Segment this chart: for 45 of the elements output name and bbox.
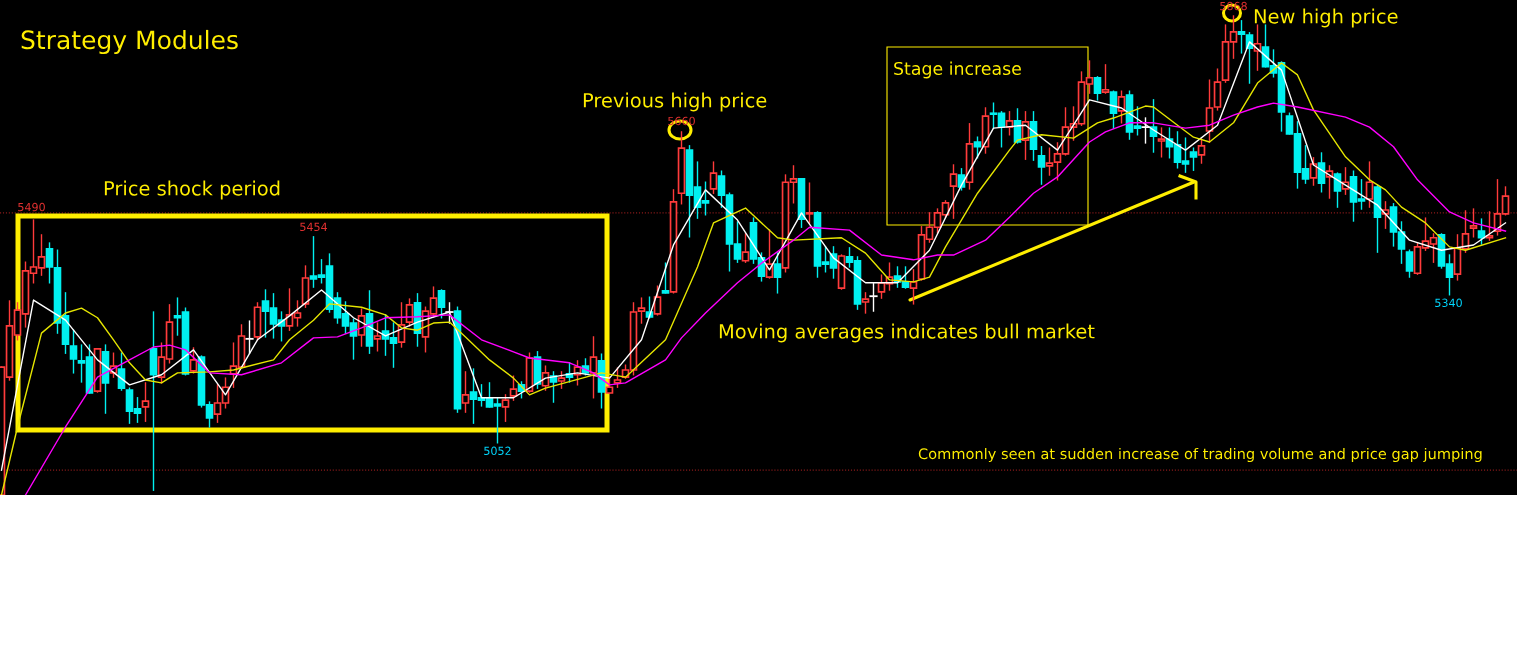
- candlestick: [1093, 76, 1102, 101]
- annotation: Previous high price: [583, 92, 767, 112]
- annotation: 5490: [18, 202, 45, 212]
- candlestick: [1197, 138, 1206, 164]
- candlestick: [69, 329, 78, 374]
- candlestick: [1365, 161, 1374, 208]
- candlestick: [1141, 117, 1150, 144]
- annotation: 5340: [1435, 298, 1462, 307]
- candlestick: [373, 322, 382, 352]
- annotation: Commonly seen at sudden increase of trading volume and price gap jumping: [918, 447, 1482, 463]
- candlestick: [741, 233, 750, 263]
- candlestick: [189, 347, 198, 374]
- annotation: New high price: [1254, 8, 1398, 28]
- candlestick: [869, 283, 878, 312]
- candlestick: [501, 394, 510, 422]
- candlestick: [613, 367, 622, 388]
- candlestick: [1469, 208, 1478, 238]
- candlestick: [773, 252, 782, 294]
- candlestick: [1405, 249, 1414, 278]
- candlestick: [589, 336, 598, 399]
- candlestick: [805, 182, 814, 224]
- candlestick: [1101, 64, 1110, 94]
- candlestick: [1157, 127, 1166, 158]
- candlestick: [437, 289, 446, 319]
- candlestick: [461, 371, 470, 413]
- candlestick: [661, 262, 670, 294]
- candlestick: [653, 285, 662, 316]
- candlestick: [1485, 211, 1494, 241]
- annotation: Price shock period: [104, 180, 280, 200]
- candlestick: [1309, 157, 1318, 186]
- candlestick: [861, 292, 870, 314]
- candlestick: [141, 382, 150, 422]
- annotation: Stage increase: [894, 61, 1021, 79]
- annotation: 5052: [484, 446, 511, 456]
- annotation: 5454: [300, 222, 328, 232]
- annotation: Moving averages indicates bull market: [719, 323, 1095, 343]
- candlestick: [1477, 218, 1486, 245]
- candlestick: [949, 164, 958, 219]
- candlestick: [509, 375, 518, 401]
- candlestick: [709, 161, 718, 194]
- candlestick: [245, 320, 254, 354]
- candlestick: [1189, 147, 1198, 171]
- text: Strategy Modules: [21, 29, 238, 55]
- candlestick: [1037, 146, 1046, 185]
- candlestick: [445, 302, 454, 324]
